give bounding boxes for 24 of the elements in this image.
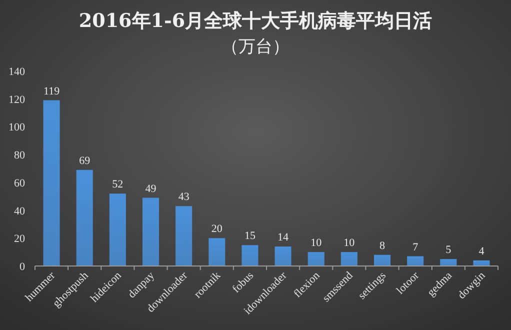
data-label: 10 xyxy=(310,237,322,250)
data-label: 119 xyxy=(43,85,60,98)
data-label: 8 xyxy=(380,240,386,252)
chart-title: 2016年1-6月全球十大手机病毒平均日活 xyxy=(78,10,432,32)
data-label: 20 xyxy=(211,223,223,236)
y-tick-label: 40 xyxy=(14,205,26,218)
data-label: 69 xyxy=(79,154,91,167)
y-tick-label: 20 xyxy=(14,233,26,246)
data-label: 7 xyxy=(412,241,419,254)
data-label: 14 xyxy=(278,232,290,244)
y-tick-label: 0 xyxy=(20,261,26,273)
data-label: 5 xyxy=(446,244,452,256)
data-label: 15 xyxy=(244,230,256,242)
data-label: 52 xyxy=(112,178,124,191)
y-tick-label: 80 xyxy=(14,150,26,162)
data-label: 10 xyxy=(344,237,356,250)
chart-subtitle: （万台） xyxy=(222,37,290,57)
data-label: 4 xyxy=(478,245,485,258)
y-tick-label: 100 xyxy=(8,122,26,134)
data-label: 49 xyxy=(145,182,157,195)
y-tick-label: 60 xyxy=(14,177,26,190)
data-label: 43 xyxy=(178,191,190,204)
y-tick-label: 140 xyxy=(8,66,26,78)
y-tick-label: 120 xyxy=(8,94,26,106)
